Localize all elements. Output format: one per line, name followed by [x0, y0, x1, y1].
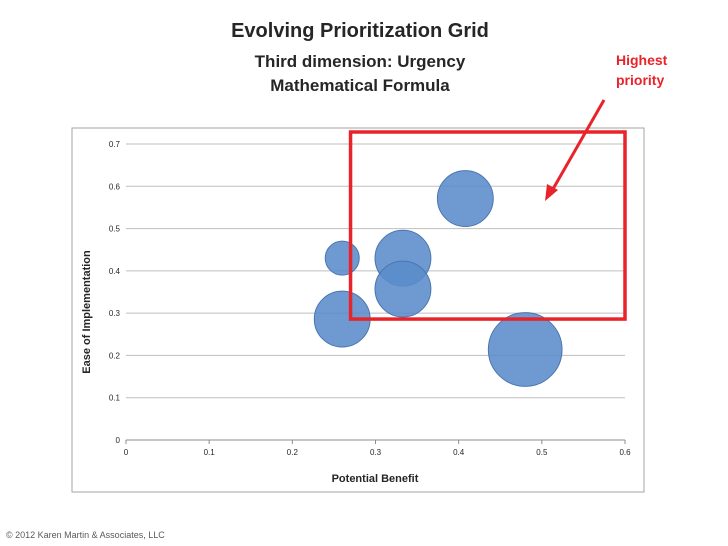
- x-tick-label: 0.2: [287, 448, 299, 457]
- y-axis-title: Ease of Implementation: [81, 250, 93, 374]
- title-line-3: Mathematical Formula: [180, 74, 540, 98]
- y-tick-label: 0.4: [109, 267, 121, 276]
- highest-priority-annotation: Highest priority: [616, 50, 686, 90]
- copyright-footer: © 2012 Karen Martin & Associates, LLC: [6, 530, 165, 540]
- y-tick-label: 0: [116, 436, 121, 445]
- x-tick-label: 0.4: [453, 448, 465, 457]
- chart-title: Evolving Prioritization Grid Third dimen…: [180, 18, 540, 98]
- x-axis-title: Potential Benefit: [332, 473, 419, 485]
- title-line-1: Evolving Prioritization Grid: [180, 18, 540, 44]
- data-bubble: [325, 241, 359, 275]
- y-tick-label: 0.7: [109, 140, 121, 149]
- x-tick-label: 0.3: [370, 448, 382, 457]
- annotation-arrow: [549, 100, 604, 196]
- x-tick-label: 0: [124, 448, 129, 457]
- title-line-2: Third dimension: Urgency: [180, 50, 540, 74]
- data-bubble: [437, 171, 493, 227]
- data-bubble: [375, 261, 431, 317]
- y-tick-label: 0.1: [109, 394, 121, 403]
- x-tick-label: 0.1: [204, 448, 216, 457]
- y-tick-label: 0.5: [109, 225, 121, 234]
- data-bubble: [488, 313, 562, 387]
- y-tick-label: 0.2: [109, 351, 121, 360]
- x-tick-label: 0.6: [619, 448, 631, 457]
- x-tick-label: 0.5: [536, 448, 548, 457]
- y-tick-label: 0.6: [109, 182, 121, 191]
- y-tick-label: 0.3: [109, 309, 121, 318]
